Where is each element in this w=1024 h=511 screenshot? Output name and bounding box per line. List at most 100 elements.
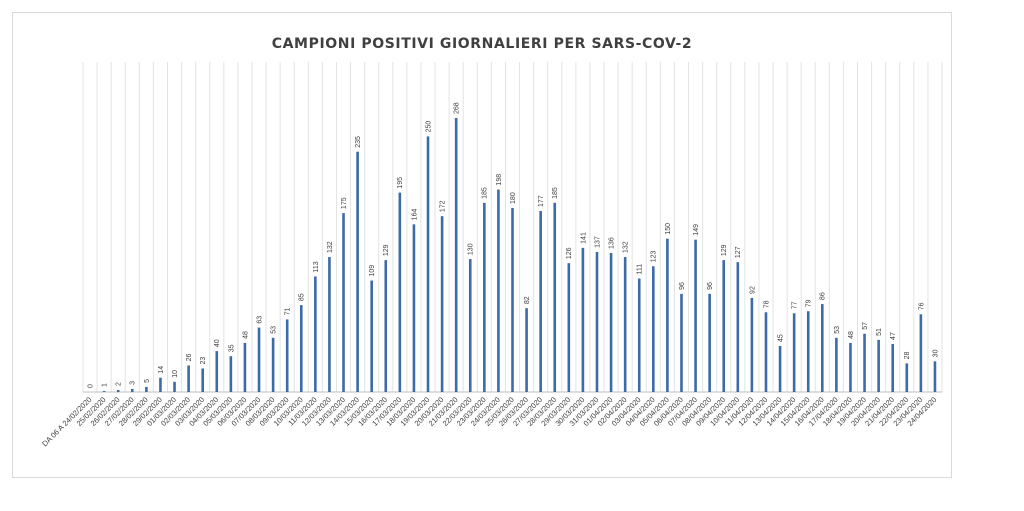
- data-label: 10: [172, 370, 179, 378]
- data-label: 1: [102, 383, 109, 387]
- data-label: 5: [144, 379, 151, 383]
- data-label: 51: [876, 328, 883, 336]
- bar: [680, 293, 683, 392]
- data-label: 78: [763, 300, 770, 308]
- data-label: 45: [777, 334, 784, 342]
- chart-frame: [12, 12, 952, 478]
- bar: [933, 361, 937, 392]
- data-label: 0: [87, 384, 94, 388]
- bar: [722, 260, 726, 392]
- bar: [750, 297, 754, 392]
- bar: [299, 305, 303, 392]
- bar: [666, 238, 669, 392]
- data-label: 53: [271, 326, 278, 334]
- bar: [553, 202, 557, 392]
- bar: [637, 278, 641, 392]
- data-label: 76: [918, 302, 925, 310]
- data-label: 3: [130, 381, 137, 385]
- bar: [328, 257, 331, 392]
- bar: [285, 319, 289, 392]
- bar: [314, 276, 317, 392]
- data-label: 23: [200, 357, 207, 365]
- bar: [821, 304, 824, 392]
- bar: [595, 251, 599, 392]
- data-label: 86: [820, 292, 827, 300]
- bar: [905, 363, 909, 392]
- bar: [736, 262, 740, 392]
- bar: [539, 211, 542, 392]
- data-label: 111: [637, 264, 644, 275]
- bar: [271, 337, 275, 392]
- data-label: 63: [256, 316, 263, 324]
- data-label: 136: [608, 237, 615, 249]
- bar: [440, 216, 444, 392]
- data-label: 48: [242, 331, 249, 339]
- data-label: 40: [214, 339, 221, 347]
- bar: [567, 263, 571, 392]
- bar: [792, 313, 796, 392]
- data-label: 127: [735, 246, 742, 258]
- bar: [398, 192, 402, 392]
- data-label: 47: [890, 332, 897, 340]
- data-label: 172: [439, 200, 446, 212]
- bar: [215, 351, 219, 392]
- data-label: 185: [482, 187, 489, 199]
- data-label: 149: [693, 224, 700, 236]
- data-label: 185: [552, 187, 559, 199]
- data-label: 48: [848, 331, 855, 339]
- data-label: 268: [454, 102, 461, 114]
- data-label: 113: [313, 261, 320, 272]
- bar: [877, 339, 880, 392]
- bar: [201, 368, 204, 392]
- data-label: 177: [538, 195, 545, 207]
- bar: [497, 189, 500, 392]
- data-label: 30: [932, 349, 939, 357]
- data-label: 175: [341, 197, 348, 209]
- data-label: 132: [327, 241, 334, 253]
- data-label: 130: [468, 243, 475, 255]
- bar: [257, 327, 261, 392]
- bar: [187, 365, 190, 392]
- data-label: 198: [496, 174, 503, 186]
- data-label: 235: [355, 136, 362, 148]
- data-label: 96: [679, 282, 686, 290]
- data-label: 71: [285, 308, 292, 316]
- bar: [130, 388, 134, 392]
- data-label: 141: [580, 232, 587, 244]
- bar: [778, 345, 782, 392]
- bar: [708, 293, 711, 392]
- bar: [102, 390, 106, 392]
- bar: [623, 257, 627, 392]
- data-label: 85: [299, 293, 306, 301]
- bar: [342, 213, 345, 392]
- bar: [863, 333, 866, 392]
- bar: [426, 136, 430, 392]
- bar: [173, 381, 176, 392]
- bar: [835, 337, 838, 392]
- bar: [384, 260, 388, 392]
- data-label: 57: [862, 322, 869, 330]
- data-label: 2: [116, 382, 123, 386]
- bar: [468, 259, 472, 392]
- bar: [116, 389, 120, 392]
- data-label: 53: [834, 326, 841, 334]
- bar: [511, 207, 514, 392]
- bar: [764, 312, 768, 392]
- data-label: 14: [158, 366, 165, 374]
- data-label: 92: [749, 286, 756, 294]
- bar: [483, 202, 486, 392]
- bar: [229, 356, 233, 392]
- data-label: 126: [566, 247, 573, 259]
- bar: [849, 342, 852, 392]
- data-label: 250: [425, 121, 432, 133]
- data-label: 26: [186, 354, 193, 362]
- data-label: 150: [665, 223, 672, 235]
- data-label: 180: [510, 192, 517, 204]
- data-label: 28: [904, 351, 911, 359]
- bar: [370, 280, 373, 392]
- data-label: 137: [594, 236, 601, 248]
- bar: [609, 252, 613, 392]
- bar: [145, 386, 148, 392]
- data-label: 123: [651, 250, 658, 262]
